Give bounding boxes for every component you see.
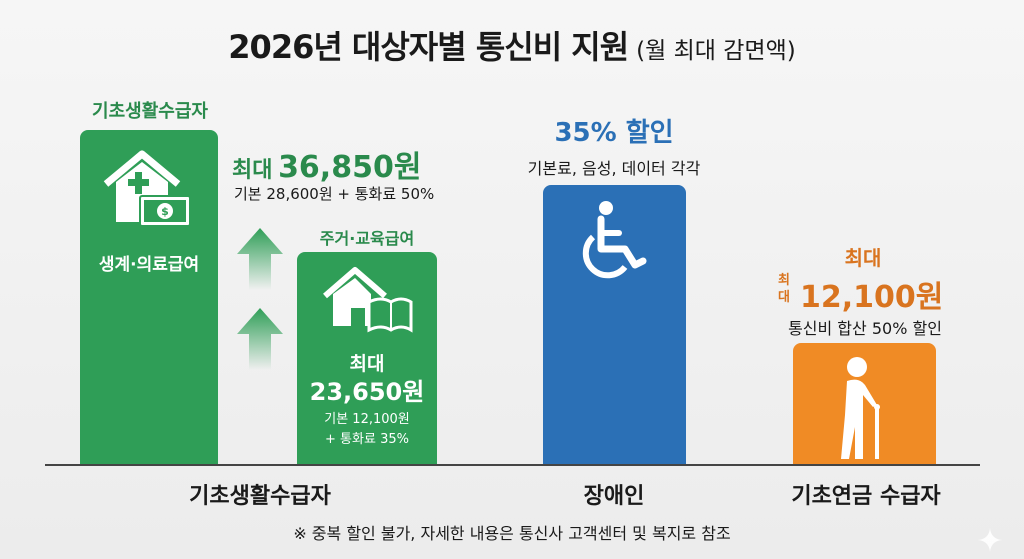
bar-disabled — [543, 185, 686, 465]
prefix-char: 최 — [778, 273, 790, 288]
bar-pension — [793, 343, 936, 465]
disabled-detail: 기본료, 음성, 데이터 각각 — [527, 159, 701, 178]
basic-top-label: 기초생활수급자 — [92, 101, 208, 122]
bar-livelihood-medical: $ 생계·의료급여 — [80, 130, 218, 465]
title-main: 2026년 대상자별 통신비 지원 — [228, 28, 629, 66]
livelihood-medical-label: 생계·의료급여 — [98, 255, 200, 275]
housing-detail-2: + 통화료 35% — [325, 432, 409, 447]
chart-baseline — [45, 464, 980, 466]
page-title: 2026년 대상자별 통신비 지원 (월 최대 감면액) — [0, 22, 1024, 68]
basic-max-amount: 최대 36,850원 — [232, 142, 421, 186]
footnote: ※ 중복 할인 불가, 자세한 내용은 통신사 고객센터 및 복지로 참조 — [293, 524, 731, 543]
amount-value: 36,850원 — [278, 150, 422, 185]
house-book-icon — [323, 267, 413, 333]
axis-label-disabled: 장애인 — [583, 484, 645, 509]
up-arrow-icon — [237, 228, 283, 290]
axis-label-basic: 기초생활수급자 — [189, 484, 331, 509]
axis-label-pension: 기초연금 수급자 — [791, 484, 941, 509]
pension-prefix-top: 최대 — [844, 246, 882, 270]
amount-prefix: 최대 — [232, 158, 273, 183]
housing-detail-1: 기본 12,100원 — [324, 412, 410, 427]
disabled-headline: 35% 할인 — [554, 118, 674, 148]
basic-max-detail: 기본 28,600원 + 통화료 50% — [234, 185, 435, 203]
sparkle-icon — [978, 528, 1002, 552]
up-arrow-icon — [237, 308, 283, 370]
prefix-char: 대 — [778, 290, 790, 305]
house-medical-money-icon: $ — [103, 150, 191, 227]
pension-detail: 통신비 합산 50% 할인 — [788, 319, 942, 338]
housing-amount: 23,650원 — [309, 378, 425, 406]
housing-education-top-label: 주거·교육급여 — [319, 229, 415, 248]
housing-amount-prefix: 최대 — [349, 353, 385, 375]
wheelchair-icon — [582, 201, 647, 279]
pension-amount: 12,100원 — [800, 280, 944, 315]
title-sub: (월 최대 감면액) — [636, 38, 796, 64]
elderly-with-cane-icon — [841, 357, 880, 459]
bar-housing-education: 최대 23,650원 기본 12,100원 + 통화료 35% — [297, 252, 437, 465]
svg-text:$: $ — [161, 205, 169, 218]
